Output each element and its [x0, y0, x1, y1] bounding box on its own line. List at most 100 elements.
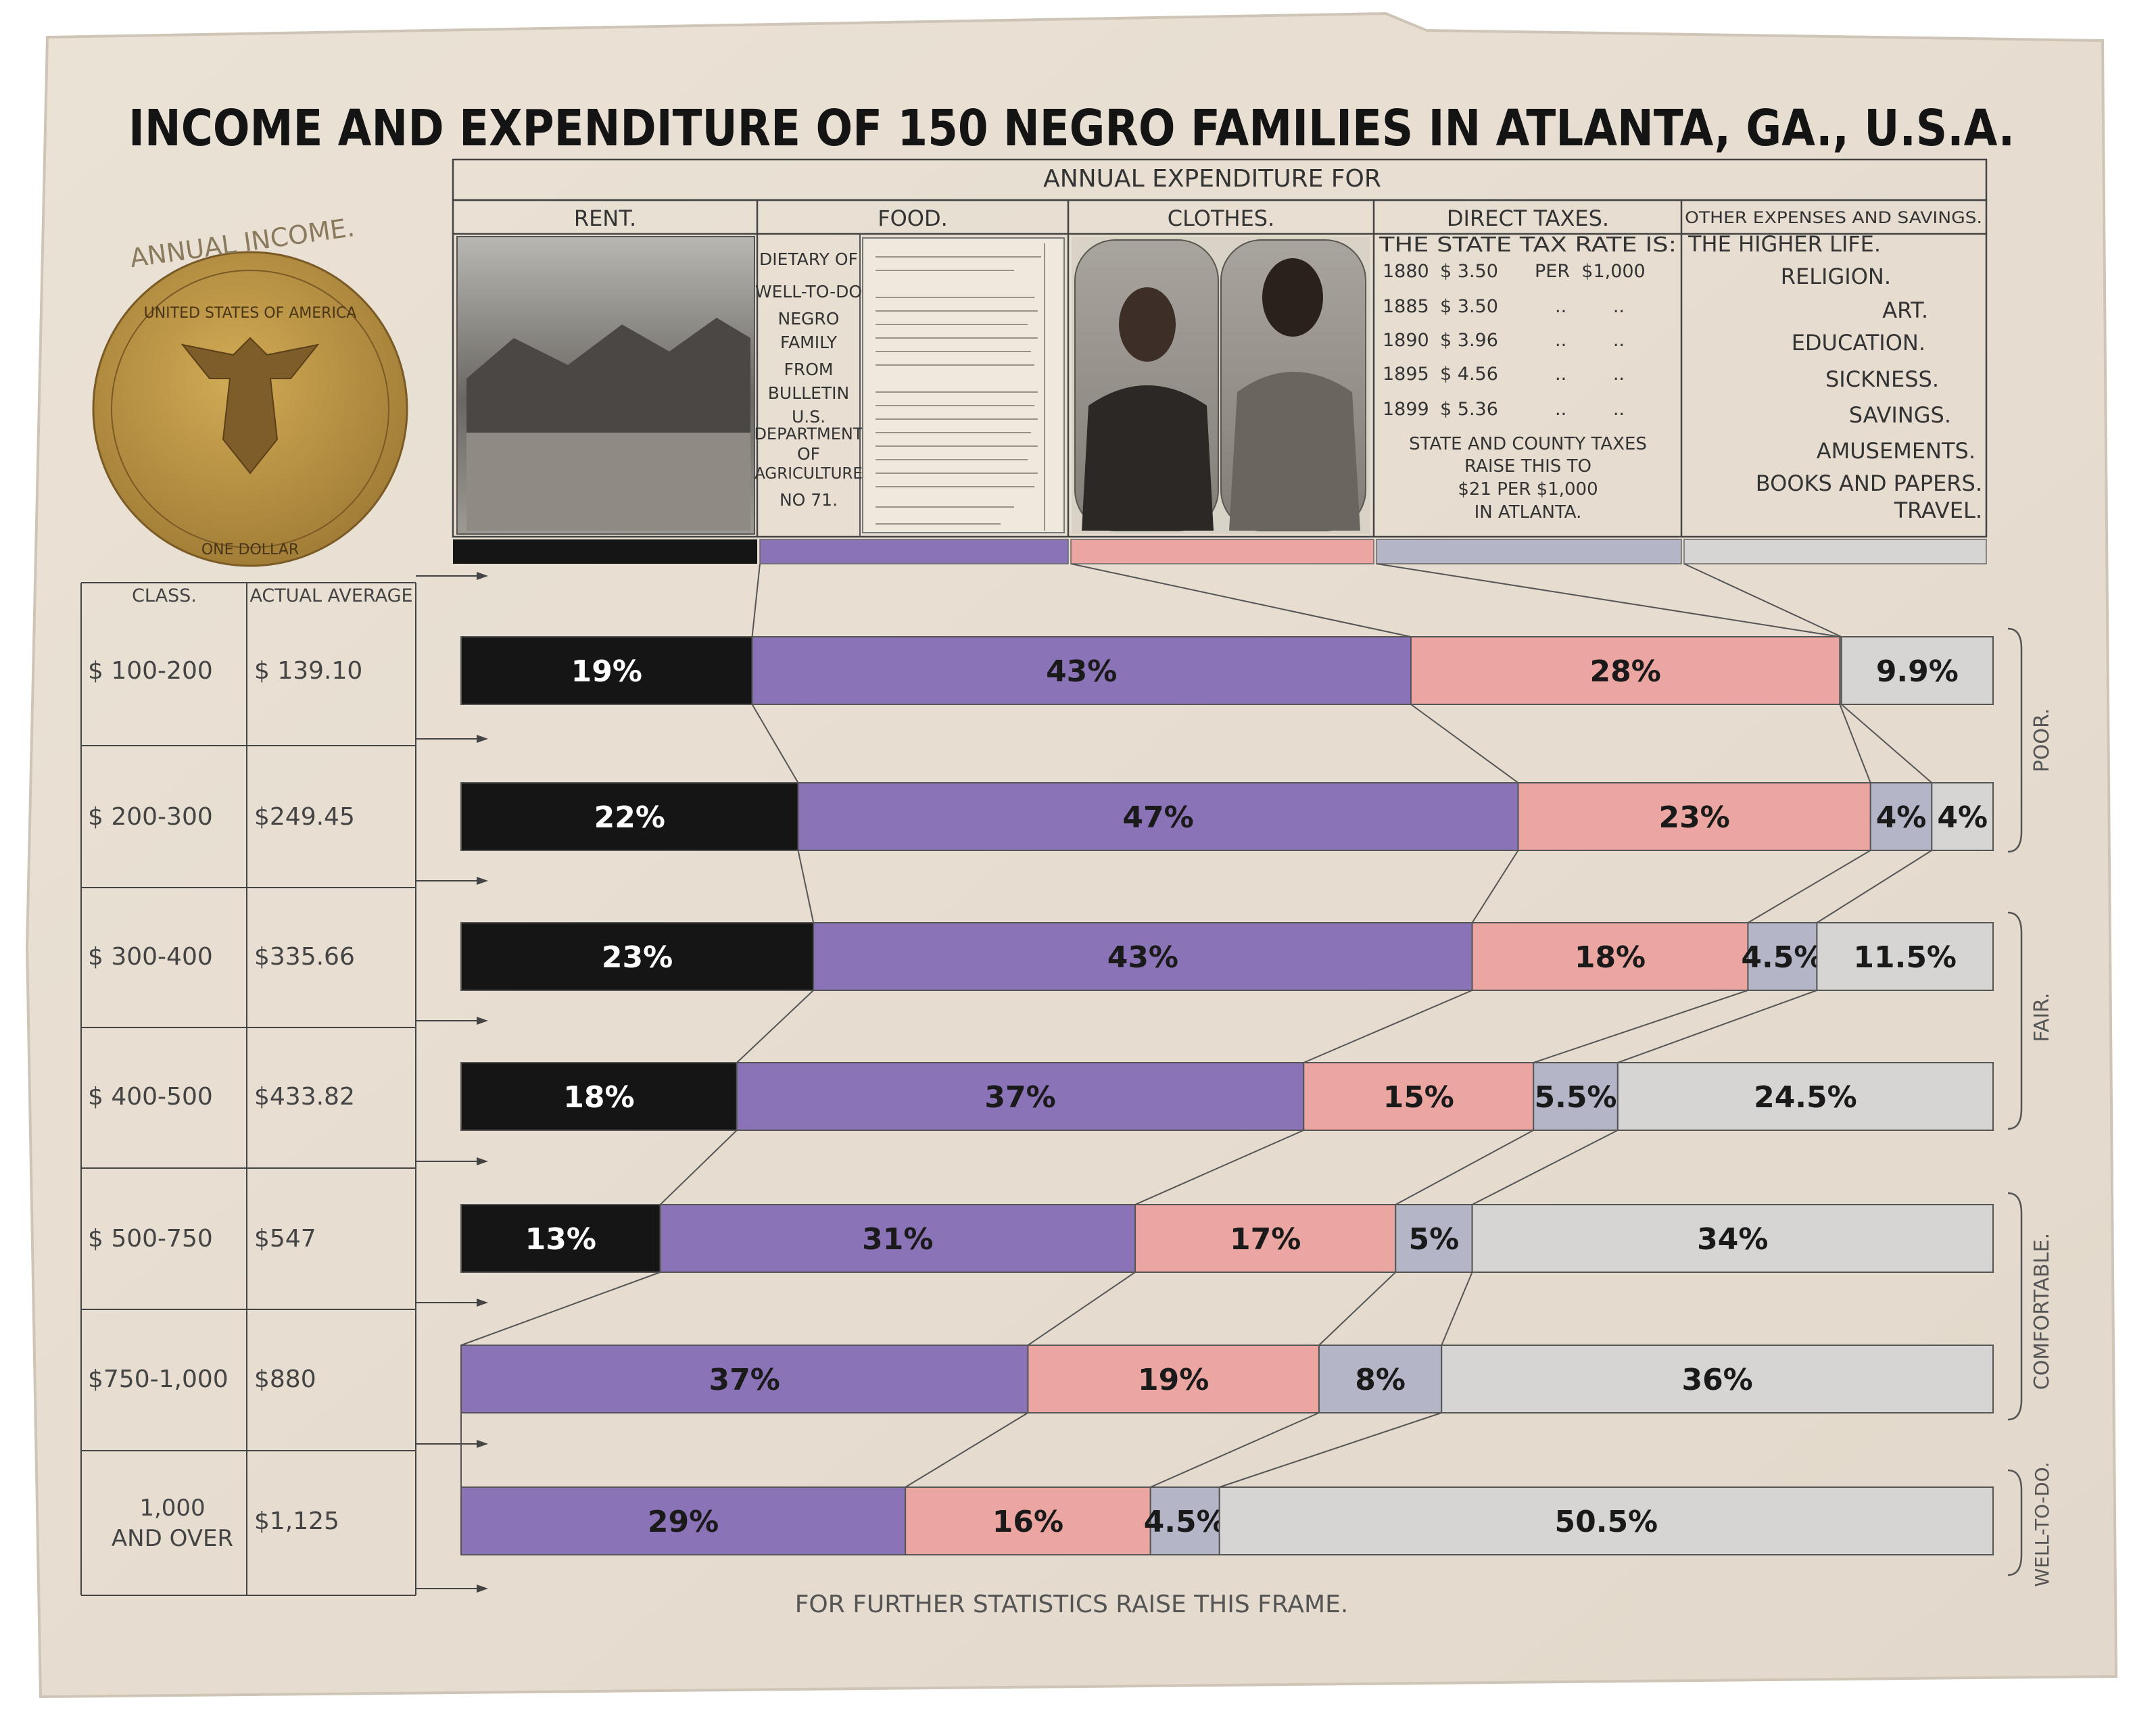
bracket-fair: FAIR.	[2007, 911, 2054, 1130]
connector-line	[1816, 850, 1932, 923]
food-text-9: AGRICULTURE	[754, 465, 863, 483]
class-label: $750-1,000	[88, 1365, 229, 1393]
bar-segment-food	[460, 1486, 907, 1555]
connector-line	[659, 1130, 738, 1205]
bar-label-other: 4%	[1937, 800, 1988, 835]
eagle-icon	[181, 337, 320, 475]
bar-label-taxes: 4.5%	[1144, 1505, 1226, 1539]
connector-line	[1395, 1130, 1534, 1205]
average-label: $880	[254, 1365, 316, 1393]
other-item-5: SAVINGS.	[1849, 402, 1951, 428]
bar-label-other: 50.5%	[1555, 1505, 1658, 1539]
food-text-10: NO 71.	[780, 490, 838, 510]
connector-line	[1318, 1272, 1396, 1346]
food-panel: DIETARY OF WELL-TO-DO NEGRO FAMILY FROM …	[754, 234, 1065, 537]
arrow-icon	[477, 1157, 488, 1165]
bar-label-taxes: 8%	[1355, 1363, 1406, 1397]
average-label: $547	[254, 1225, 316, 1253]
connector-line	[1841, 704, 1933, 783]
bar-segment-food	[736, 1062, 1305, 1131]
taxes-panel: THE STATE TAX RATE IS: 1880 $ 3.50 PER $…	[1379, 233, 1677, 523]
other-item-1: RELIGION.	[1781, 264, 1891, 289]
other-item-3: EDUCATION.	[1792, 330, 1925, 356]
bar-segment-clothes	[1134, 1204, 1397, 1273]
bar-segment-other	[1840, 636, 1994, 705]
tax-note-line-3: IN ATLANTA.	[1475, 502, 1582, 523]
connector-line	[1839, 704, 1871, 783]
bar-label-taxes: 5%	[1409, 1222, 1460, 1257]
bar-segment-other	[1816, 922, 1994, 991]
coin-inscription: UNITED STATES OF AMERICA	[144, 305, 357, 322]
page-title: INCOME AND EXPENDITURE OF 150 NEGRO FAMI…	[128, 99, 2015, 158]
average-label: $ 139.10	[254, 657, 362, 685]
bar-label-taxes: 4.5%	[1741, 940, 1823, 975]
other-panel: THE HIGHER LIFE. RELIGION. ART. EDUCATIO…	[1687, 231, 1982, 523]
col-label-taxes: DIRECT TAXES.	[1447, 205, 1609, 231]
bar-label-food: 31%	[862, 1222, 933, 1257]
bar-label-food: 43%	[1046, 654, 1117, 689]
bar-segment-food	[659, 1204, 1136, 1273]
bar-label-other: 9.9%	[1876, 654, 1959, 689]
tax-year-0: 1880	[1383, 261, 1429, 282]
bar-segment-other	[1616, 1062, 1994, 1131]
average-label: $249.45	[254, 803, 355, 831]
bar-segment-rent	[460, 636, 753, 705]
tax-note-line-2: $21 PER $1,000	[1458, 479, 1598, 500]
connector-line	[1150, 1412, 1320, 1488]
dietary-table	[862, 237, 1065, 533]
tax-rate-3: $ 4.56	[1440, 364, 1498, 385]
tax-note-line-1: RAISE THIS TO	[1464, 456, 1591, 477]
key-swatch-clothes	[1070, 539, 1374, 564]
bar-segment-rent	[460, 922, 815, 991]
bar-segment-rent	[460, 1204, 661, 1273]
food-text-3: FAMILY	[780, 333, 838, 352]
boy-portrait	[1119, 287, 1176, 362]
food-text-6: U.S.	[792, 407, 825, 427]
bar-segment-taxes	[1395, 1204, 1473, 1273]
coin-bottom: ONE DOLLAR	[201, 541, 299, 558]
arrow-icon	[477, 572, 488, 580]
bar-segment-other	[1441, 1345, 1994, 1413]
bar-label-food: 29%	[648, 1505, 719, 1539]
bar-segment-taxes	[1149, 1486, 1220, 1555]
food-text-5: BULLETIN	[768, 383, 849, 403]
average-label: $335.66	[254, 943, 355, 971]
table-header-class: CLASS.	[132, 585, 197, 606]
bar-label-other: 36%	[1681, 1363, 1752, 1397]
bar-segment-rent	[460, 1062, 738, 1131]
key-swatch-rent	[453, 539, 757, 564]
bar-label-other: 11.5%	[1853, 940, 1957, 975]
bracket-comfortable: COMFORTABLE.	[2007, 1192, 2054, 1421]
bar-label-other: 34%	[1697, 1222, 1768, 1257]
tax-note-3: .. ..	[1555, 364, 1625, 385]
connector-line	[1441, 1272, 1473, 1346]
bar-segment-clothes	[1303, 1062, 1535, 1131]
bar-segment-food	[751, 636, 1412, 705]
arrow-icon	[477, 877, 488, 885]
bar-segment-taxes	[1533, 1062, 1619, 1131]
connector-line	[1219, 1412, 1442, 1488]
connector-line	[1303, 990, 1472, 1063]
bar-label-food: 43%	[1107, 940, 1178, 975]
bar-segment-clothes	[1027, 1345, 1320, 1413]
bracket-poor: POOR.	[2007, 627, 2054, 853]
col-label-other: OTHER EXPENSES AND SAVINGS.	[1685, 208, 1982, 227]
class-label: AND OVER	[112, 1525, 233, 1552]
table-header-average: ACTUAL AVERAGE	[249, 585, 412, 606]
bracket-well-to-do: WELL-TO-DO.	[2007, 1461, 2053, 1587]
key-swatch-other	[1683, 539, 1987, 564]
houses-photo	[456, 236, 755, 535]
income-table	[80, 582, 416, 1595]
bars-layer: 19% 43% 28% 9.9% 22% 47% 23% 4% 4% 23% 43% 18% 4.5% 1…	[460, 636, 1994, 1555]
connector-line	[460, 1272, 661, 1346]
bar-label-clothes: 18%	[1575, 940, 1646, 975]
class-label: $ 500-750	[88, 1225, 213, 1253]
bar-segment-food	[813, 922, 1473, 991]
bar-segment-other	[1218, 1486, 1994, 1555]
bar-label-rent: 23%	[602, 940, 673, 975]
dollar-coin: UNITED STATES OF AMERICA ONE DOLLAR ANNU…	[92, 212, 408, 567]
tax-year-4: 1899	[1383, 399, 1429, 420]
bar-segment-food	[460, 1345, 1029, 1413]
